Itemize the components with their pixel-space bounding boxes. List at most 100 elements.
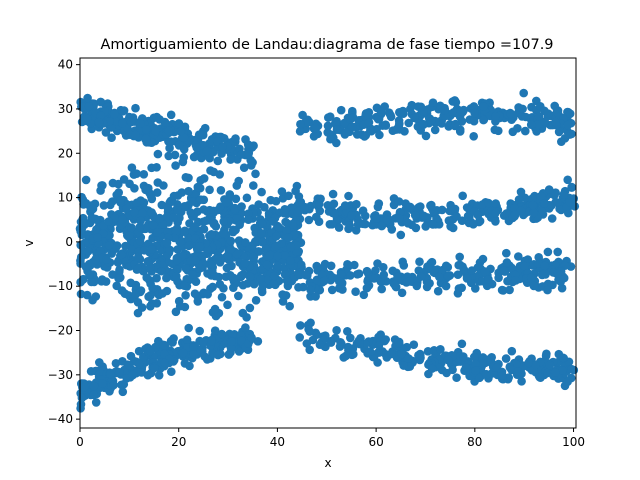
scatter-point xyxy=(114,179,123,189)
scatter-point xyxy=(79,274,88,284)
scatter-point xyxy=(193,182,203,192)
scatter-point xyxy=(534,112,544,121)
scatter-point xyxy=(440,105,450,115)
scatter-point xyxy=(462,274,472,283)
scatter-point xyxy=(257,187,266,197)
scatter-point xyxy=(216,186,226,195)
scatter-point xyxy=(360,132,369,141)
scatter-point xyxy=(377,221,387,231)
scatter-point xyxy=(141,185,150,195)
scatter-point xyxy=(471,284,480,293)
scatter-point xyxy=(491,208,500,218)
scatter-point xyxy=(471,366,481,376)
scatter-point xyxy=(297,260,306,270)
scatter-point xyxy=(256,274,265,284)
scatter-point xyxy=(517,377,526,386)
scatter-point xyxy=(96,111,105,120)
scatter-point xyxy=(410,210,420,220)
scatter-point xyxy=(164,126,173,136)
scatter-point xyxy=(543,247,553,257)
scatter-point xyxy=(529,208,539,218)
scatter-point xyxy=(452,373,461,383)
scatter-point xyxy=(479,102,488,111)
scatter-point xyxy=(473,210,483,220)
scatter-point xyxy=(182,335,192,345)
scatter-point xyxy=(284,233,294,242)
scatter-point xyxy=(347,122,357,132)
scatter-point xyxy=(143,257,153,266)
y-axis-ticks: −40 −30 −20 −10 0 10 20 30 40 xyxy=(48,58,80,426)
scatter-point xyxy=(443,355,453,365)
scatter-point xyxy=(478,254,488,264)
scatter-point xyxy=(107,133,116,142)
scatter-point xyxy=(135,222,145,232)
scatter-point xyxy=(502,258,512,267)
scatter-point xyxy=(386,112,396,122)
scatter-point xyxy=(563,377,572,387)
scatter-point xyxy=(491,112,500,121)
scatter-point xyxy=(296,321,305,330)
scatter-point xyxy=(145,346,155,356)
scatter-point xyxy=(332,138,341,148)
scatter-point xyxy=(282,225,291,235)
scatter-point xyxy=(237,202,246,211)
scatter-point xyxy=(198,130,208,140)
scatter-point xyxy=(153,149,163,159)
scatter-point xyxy=(157,266,166,276)
scatter-point xyxy=(164,151,173,161)
scatter-point xyxy=(511,276,521,285)
scatter-point xyxy=(218,229,228,238)
scatter-point xyxy=(393,272,402,282)
scatter-point xyxy=(226,245,236,254)
scatter-point xyxy=(327,130,337,140)
scatter-point xyxy=(199,224,209,234)
scatter-point xyxy=(118,107,128,116)
scatter-point xyxy=(180,202,189,211)
scatter-point xyxy=(415,257,424,267)
scatter-point xyxy=(241,323,250,332)
scatter-point xyxy=(209,167,218,177)
scatter-point xyxy=(416,202,425,211)
scatter-point xyxy=(93,233,102,242)
scatter-point xyxy=(456,106,466,116)
scatter-point xyxy=(202,146,212,156)
scatter-point xyxy=(452,212,461,221)
scatter-point xyxy=(311,292,320,301)
chart-title: Amortiguamiento de Landau:diagrama de fa… xyxy=(100,37,553,53)
scatter-point xyxy=(207,260,217,269)
scatter-point xyxy=(186,208,195,217)
scatter-point xyxy=(231,194,241,204)
scatter-point xyxy=(396,230,406,240)
scatter-point xyxy=(428,220,438,229)
scatter-point xyxy=(537,205,546,215)
scatter-point xyxy=(115,368,124,377)
scatter-point xyxy=(502,248,511,258)
scatter-point xyxy=(270,271,279,281)
scatter-point xyxy=(83,247,93,256)
scatter-point xyxy=(226,236,236,246)
scatter-point xyxy=(76,289,86,299)
scatter-point xyxy=(531,360,540,370)
scatter-point xyxy=(234,291,243,301)
scatter-point xyxy=(479,115,488,125)
scatter-point xyxy=(459,352,468,361)
scatter-point xyxy=(455,127,465,136)
scatter-point xyxy=(491,199,501,208)
scatter-point xyxy=(478,359,488,368)
scatter-point xyxy=(428,98,438,107)
y-tick-label: −20 xyxy=(48,324,73,338)
scatter-point xyxy=(404,354,414,363)
scatter-point xyxy=(247,333,256,343)
scatter-point xyxy=(83,93,92,103)
scatter-point xyxy=(506,109,516,119)
scatter-point xyxy=(218,142,227,152)
scatter-point xyxy=(189,343,198,352)
scatter-point xyxy=(244,215,253,224)
scatter-point xyxy=(308,335,318,345)
scatter-point xyxy=(142,222,151,232)
scatter-point xyxy=(79,219,88,228)
scatter-point xyxy=(262,260,272,270)
scatter-point xyxy=(470,352,479,362)
scatter-point xyxy=(450,204,460,214)
scatter-point xyxy=(395,207,405,217)
